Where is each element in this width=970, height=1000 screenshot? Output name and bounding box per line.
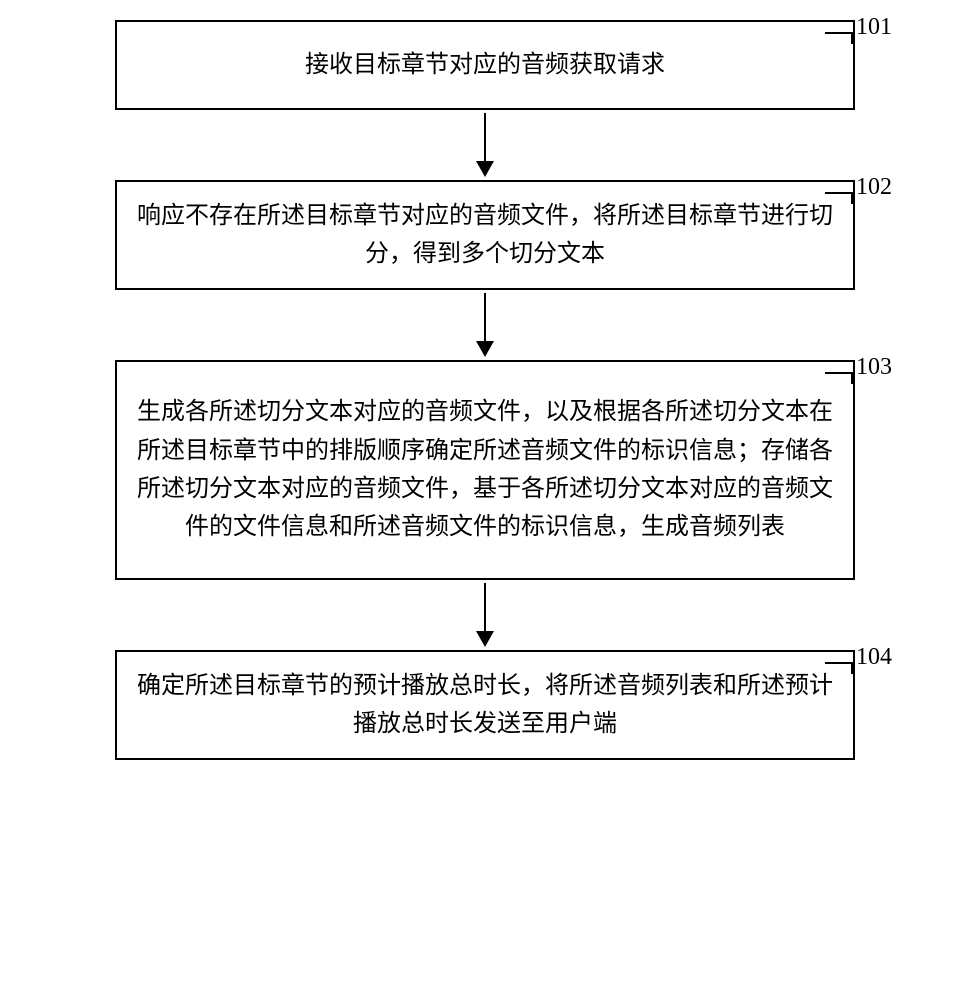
- node-wrapper-101: 接收目标章节对应的音频获取请求 101: [20, 20, 950, 110]
- node-label: 102: [856, 174, 892, 201]
- node-wrapper-103: 生成各所述切分文本对应的音频文件，以及根据各所述切分文本在所述目标章节中的排版顺…: [20, 360, 950, 580]
- node-wrapper-104: 确定所述目标章节的预计播放总时长，将所述音频列表和所述预计播放总时长发送至用户端…: [20, 650, 950, 760]
- box-text: 响应不存在所述目标章节对应的音频文件，将所述目标章节进行切分，得到多个切分文本: [137, 197, 833, 274]
- arrow-line: [484, 583, 486, 633]
- box-text: 生成各所述切分文本对应的音频文件，以及根据各所述切分文本在所述目标章节中的排版顺…: [137, 393, 833, 547]
- arrow-3: [476, 580, 494, 650]
- flowchart-box-104: 确定所述目标章节的预计播放总时长，将所述音频列表和所述预计播放总时长发送至用户端: [115, 650, 855, 760]
- flowchart-container: 接收目标章节对应的音频获取请求 101 响应不存在所述目标章节对应的音频文件，将…: [20, 20, 950, 760]
- node-wrapper-102: 响应不存在所述目标章节对应的音频文件，将所述目标章节进行切分，得到多个切分文本 …: [20, 180, 950, 290]
- box-text: 接收目标章节对应的音频获取请求: [305, 46, 665, 84]
- label-connector: [825, 32, 853, 44]
- arrow-head-icon: [476, 341, 494, 357]
- node-label: 101: [856, 14, 892, 41]
- arrow-1: [476, 110, 494, 180]
- node-label: 104: [856, 644, 892, 671]
- label-connector: [825, 662, 853, 674]
- arrow-head-icon: [476, 631, 494, 647]
- box-text: 确定所述目标章节的预计播放总时长，将所述音频列表和所述预计播放总时长发送至用户端: [137, 667, 833, 744]
- arrow-2: [476, 290, 494, 360]
- label-connector: [825, 192, 853, 204]
- label-connector: [825, 372, 853, 384]
- arrow-line: [484, 113, 486, 163]
- flowchart-box-101: 接收目标章节对应的音频获取请求: [115, 20, 855, 110]
- arrow-head-icon: [476, 161, 494, 177]
- flowchart-box-103: 生成各所述切分文本对应的音频文件，以及根据各所述切分文本在所述目标章节中的排版顺…: [115, 360, 855, 580]
- arrow-line: [484, 293, 486, 343]
- flowchart-box-102: 响应不存在所述目标章节对应的音频文件，将所述目标章节进行切分，得到多个切分文本: [115, 180, 855, 290]
- node-label: 103: [856, 354, 892, 381]
